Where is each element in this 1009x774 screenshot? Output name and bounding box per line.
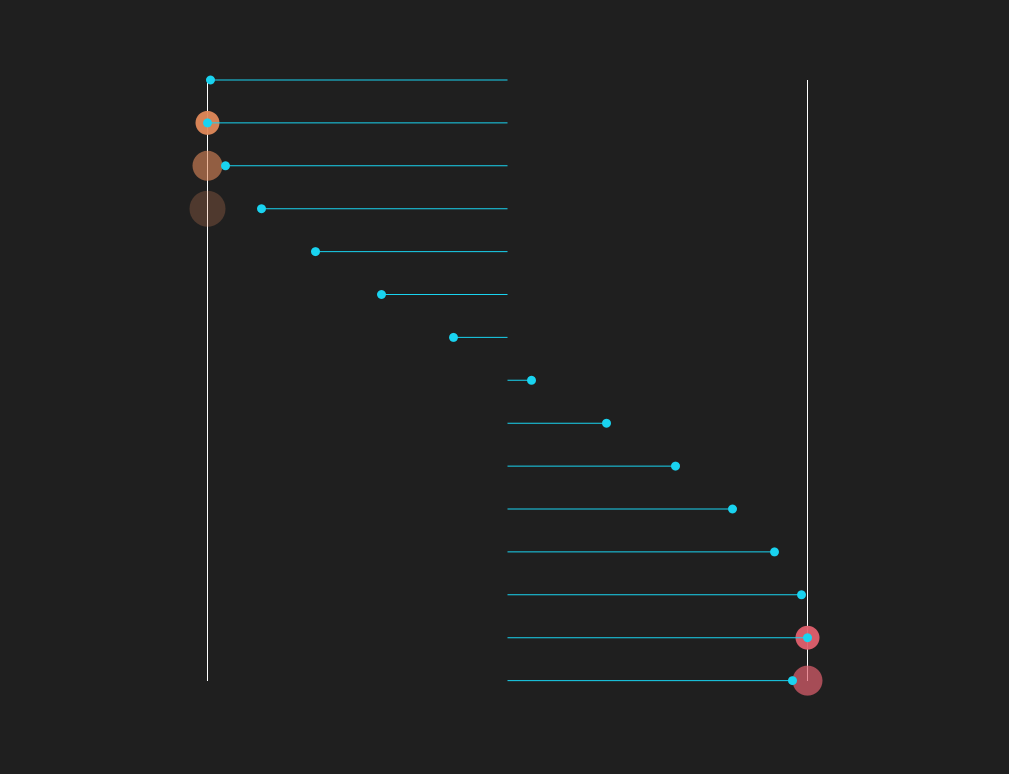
bound-marker-low-2 (192, 150, 223, 181)
dot-14 (803, 633, 812, 643)
dot-15 (788, 676, 797, 686)
dot-11 (728, 504, 737, 514)
bound-markers (189, 110, 823, 696)
dot-9 (602, 418, 611, 428)
lollipop-stems (207, 79, 808, 682)
dot-8 (527, 375, 536, 385)
dot-2 (203, 118, 212, 128)
dot-10 (671, 461, 680, 471)
dot-3 (221, 161, 230, 171)
dot-5 (311, 247, 320, 257)
dot-7 (449, 332, 458, 342)
bound-marker-low-3 (189, 190, 226, 227)
dot-1 (206, 75, 215, 85)
bound-marker-high-5 (792, 665, 823, 696)
lollipop-dots (203, 75, 812, 686)
dot-4 (257, 204, 266, 214)
dot-13 (797, 590, 806, 600)
dot-12 (770, 547, 779, 557)
dot-6 (377, 290, 386, 299)
